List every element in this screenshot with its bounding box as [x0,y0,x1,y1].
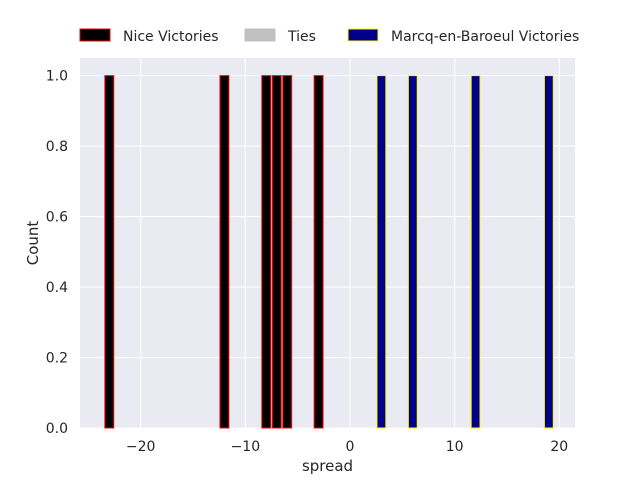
y-tick-label: 0.8 [46,139,68,155]
bars-group [104,75,554,429]
bar [271,75,282,429]
y-tick-label: 0.0 [46,421,68,437]
legend-label: Ties [287,29,316,45]
bar [261,75,272,429]
bar [543,75,554,429]
x-tick-label: 10 [446,439,464,455]
legend-item: Nice Victories [79,28,219,45]
bar [470,75,481,429]
plot-area [80,58,575,428]
legend-swatch [347,28,379,42]
bar [282,75,293,429]
legend-label: Marcq-en-Baroeul Victories [391,29,579,45]
x-tick-label: 20 [550,439,568,455]
bar [376,75,387,429]
bar [219,75,230,429]
x-tick-label: 0 [346,439,355,455]
x-axis-label: spread [302,457,353,475]
y-axis-ticks: 0.0 0.2 0.4 0.6 0.8 1.0 [46,69,68,437]
y-axis-label: Count [24,221,42,266]
legend-label: Nice Victories [123,29,219,45]
y-tick-label: 0.4 [46,280,68,296]
bar [407,75,418,429]
legend-swatch [244,28,276,42]
bar [104,75,115,429]
legend-item: Marcq-en-Baroeul Victories [347,28,579,45]
x-tick-label: −10 [231,439,261,455]
bar [313,75,324,429]
grid-lines [80,58,575,429]
legend-swatch [79,28,111,42]
x-tick-label: −20 [126,439,156,455]
x-axis-ticks: −20 −10 0 10 20 [126,439,568,455]
legend: Nice Victories Ties Marcq-en-Baroeul Victo… [79,28,579,45]
y-tick-label: 0.6 [46,210,68,226]
y-tick-label: 1.0 [46,69,68,85]
y-tick-label: 0.2 [46,351,68,367]
legend-item: Ties [244,28,316,45]
